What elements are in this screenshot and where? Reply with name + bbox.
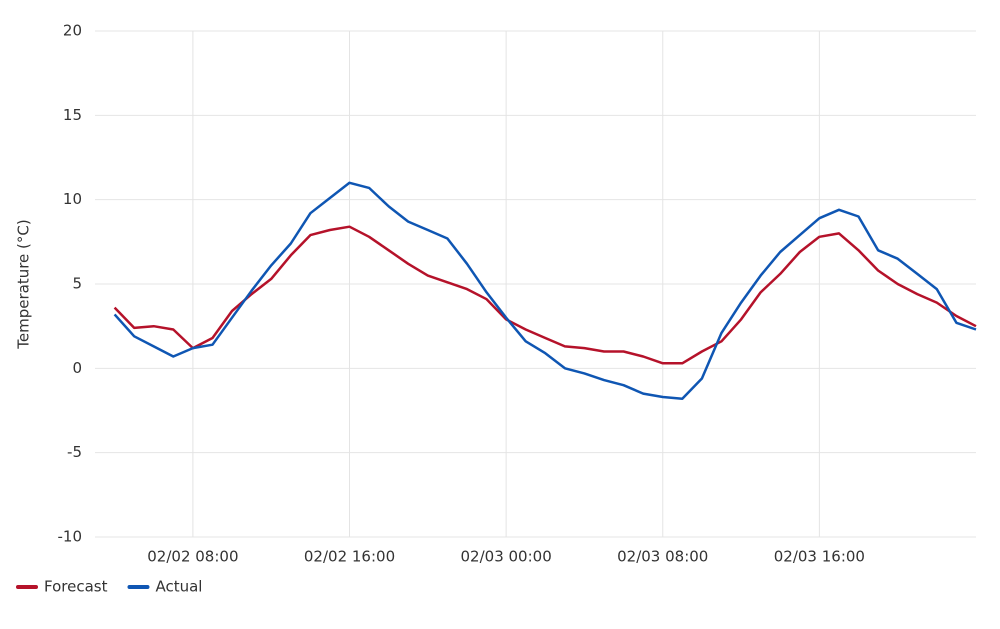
y-tick-label: 20 — [63, 22, 82, 40]
legend-label: Actual — [155, 578, 202, 596]
y-tick-label: -10 — [58, 528, 83, 546]
y-tick-label: 10 — [63, 190, 82, 208]
line — [113, 181, 977, 400]
legend-label: Forecast — [44, 578, 108, 596]
x-tick-label: 02/03 16:00 — [774, 548, 865, 566]
line — [113, 225, 977, 365]
y-tick-label: 0 — [72, 359, 82, 377]
x-tick-label: 02/02 16:00 — [304, 548, 395, 566]
x-tick-label: 02/02 08:00 — [147, 548, 238, 566]
y-tick-label: 5 — [72, 275, 82, 293]
y-axis-label: Temperature (°C) — [15, 219, 33, 349]
x-tick-label: 02/03 08:00 — [617, 548, 708, 566]
y-tick-label: -5 — [67, 443, 82, 461]
x-tick-label: 02/03 00:00 — [461, 548, 552, 566]
y-tick-label: 15 — [63, 106, 82, 124]
